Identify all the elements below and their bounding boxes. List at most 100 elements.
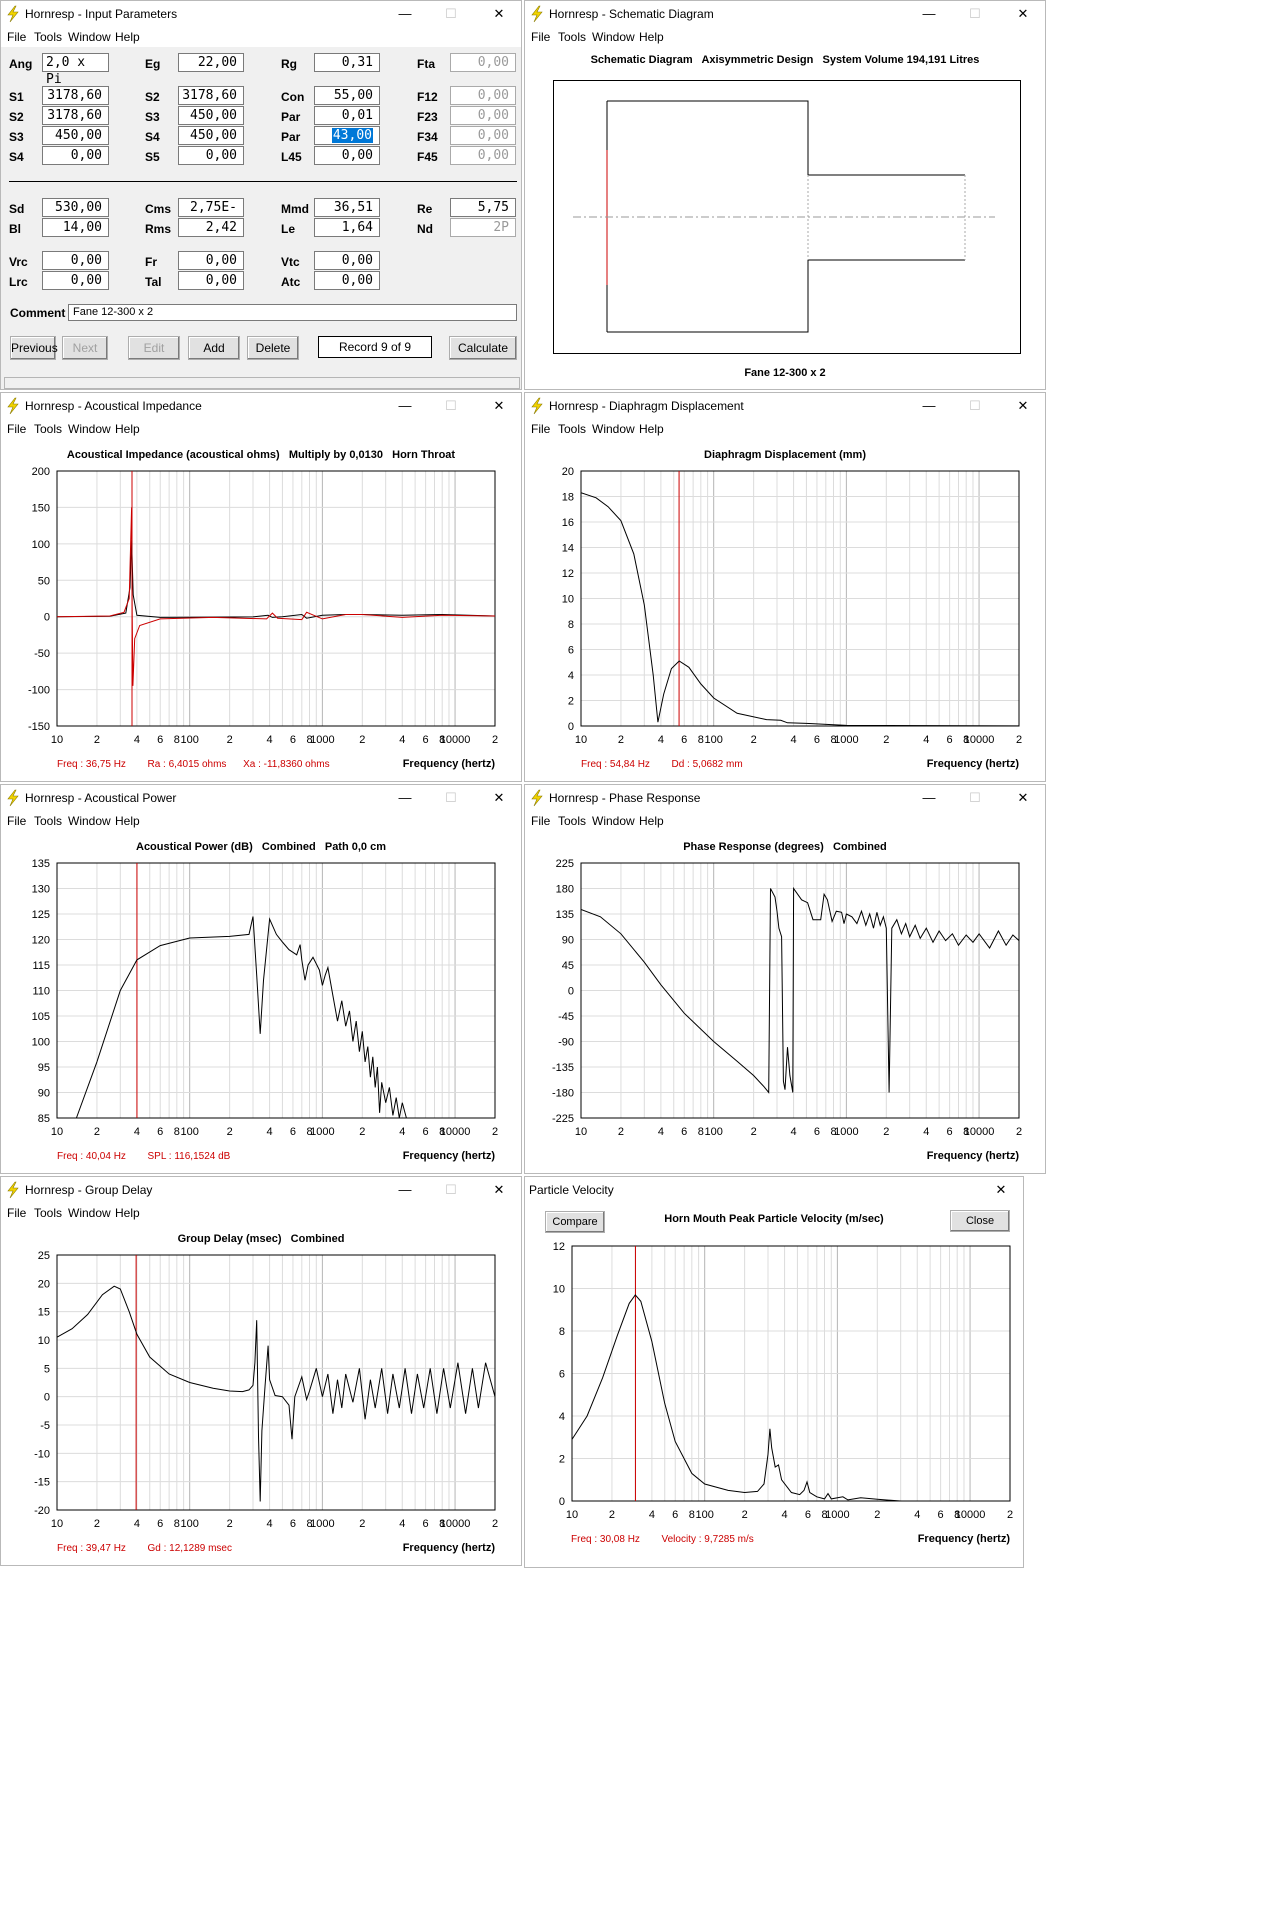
field-nd[interactable]: 2P [450,218,516,237]
field-vtc[interactable]: 0,00 [314,251,380,270]
delete-button[interactable]: Delete [247,336,299,360]
field-fta[interactable]: 0,00 [450,53,516,72]
add-button[interactable]: Add [188,336,240,360]
menu-window[interactable]: Window [68,814,111,828]
menu-window[interactable]: Window [68,30,111,44]
maximize-icon[interactable]: ☐ [969,6,981,21]
menu-file[interactable]: File [7,1206,27,1220]
close-icon[interactable]: ✕ [1017,6,1029,21]
menu-tools[interactable]: Tools [34,422,63,436]
title-bar[interactable]: Hornresp - Diaphragm Displacement — ☐ ✕ [525,393,1045,419]
menu-window[interactable]: Window [592,422,635,436]
compare-button[interactable]: Compare [545,1211,605,1233]
field-vrc[interactable]: 0,00 [42,251,109,270]
menu-file[interactable]: File [531,814,551,828]
menu-help[interactable]: Help [115,1206,140,1220]
field-lrc[interactable]: 0,00 [42,271,109,290]
close-icon[interactable]: ✕ [1017,398,1029,413]
menu-file[interactable]: File [531,422,551,436]
field-le[interactable]: 1,64 [314,218,380,237]
title-bar[interactable]: Hornresp - Schematic Diagram — ☐ ✕ [525,1,1045,27]
menu-file[interactable]: File [7,814,27,828]
field-par2[interactable]: 43,00 [314,126,380,145]
menu-help[interactable]: Help [639,422,664,436]
menu-tools[interactable]: Tools [558,814,587,828]
field-ang[interactable]: 2,0 x Pi [42,53,109,87]
field-s4[interactable]: 0,00 [42,146,109,165]
title-bar[interactable]: Hornresp - Input Parameters — ☐ ✕ [1,1,521,27]
minimize-icon[interactable]: — [922,6,936,21]
minimize-icon[interactable]: — [398,790,412,805]
field-s2a[interactable]: 3178,60 [178,86,244,105]
field-s1[interactable]: 3178,60 [42,86,109,105]
field-f23[interactable]: 0,00 [450,106,516,125]
menu-file[interactable]: File [7,422,27,436]
field-s4a[interactable]: 450,00 [178,126,244,145]
field-bl[interactable]: 14,00 [42,218,109,237]
field-tal[interactable]: 0,00 [178,271,244,290]
field-sd[interactable]: 530,00 [42,198,109,217]
menu-tools[interactable]: Tools [558,30,587,44]
menu-tools[interactable]: Tools [34,30,63,44]
minimize-icon[interactable]: — [398,6,412,21]
field-f12[interactable]: 0,00 [450,86,516,105]
menu-file[interactable]: File [7,30,27,44]
menu-window[interactable]: Window [592,30,635,44]
menu-tools[interactable]: Tools [34,814,63,828]
comment-field[interactable]: Fane 12-300 x 2 [68,304,517,321]
field-s3[interactable]: 450,00 [42,126,109,145]
close-icon[interactable]: ✕ [1017,790,1029,805]
menu-tools[interactable]: Tools [34,1206,63,1220]
field-s3a[interactable]: 450,00 [178,106,244,125]
previous-button[interactable]: Previous [10,336,58,360]
title-bar[interactable]: Hornresp - Acoustical Impedance — ☐ ✕ [1,393,521,419]
field-fr[interactable]: 0,00 [178,251,244,270]
field-l45[interactable]: 0,00 [314,146,380,165]
menu-window[interactable]: Window [68,1206,111,1220]
menu-tools[interactable]: Tools [558,422,587,436]
field-f34[interactable]: 0,00 [450,126,516,145]
maximize-icon[interactable]: ☐ [445,1182,457,1197]
menu-file[interactable]: File [531,30,551,44]
field-par1[interactable]: 0,01 [314,106,380,125]
minimize-icon[interactable]: — [922,790,936,805]
edit-button[interactable]: Edit [128,336,180,360]
close-icon[interactable]: ✕ [493,790,505,805]
field-mmd[interactable]: 36,51 [314,198,380,217]
title-bar[interactable]: Hornresp - Phase Response — ☐ ✕ [525,785,1045,811]
maximize-icon[interactable]: ☐ [969,790,981,805]
title-bar[interactable]: Hornresp - Acoustical Power — ☐ ✕ [1,785,521,811]
field-rms[interactable]: 2,42 [178,218,244,237]
menu-help[interactable]: Help [639,814,664,828]
close-button[interactable]: Close [950,1210,1010,1232]
field-cms[interactable]: 2,75E-04 [178,198,244,232]
close-icon[interactable]: ✕ [995,1182,1007,1197]
field-eg[interactable]: 22,00 [178,53,244,72]
menu-window[interactable]: Window [592,814,635,828]
title-bar[interactable]: Particle Velocity ✕ [525,1177,1023,1203]
menu-help[interactable]: Help [115,814,140,828]
maximize-icon[interactable]: ☐ [445,6,457,21]
calculate-button[interactable]: Calculate [449,336,517,360]
field-atc[interactable]: 0,00 [314,271,380,290]
field-s5[interactable]: 0,00 [178,146,244,165]
menu-window[interactable]: Window [68,422,111,436]
field-con[interactable]: 55,00 [314,86,380,105]
menu-help[interactable]: Help [639,30,664,44]
field-s2[interactable]: 3178,60 [42,106,109,125]
next-button[interactable]: Next [62,336,108,360]
menu-help[interactable]: Help [115,30,140,44]
close-icon[interactable]: ✕ [493,6,505,21]
field-re[interactable]: 5,75 [450,198,516,217]
maximize-icon[interactable]: ☐ [445,398,457,413]
minimize-icon[interactable]: — [922,398,936,413]
close-icon[interactable]: ✕ [493,398,505,413]
menu-help[interactable]: Help [115,422,140,436]
field-rg[interactable]: 0,31 [314,53,380,72]
maximize-icon[interactable]: ☐ [445,790,457,805]
